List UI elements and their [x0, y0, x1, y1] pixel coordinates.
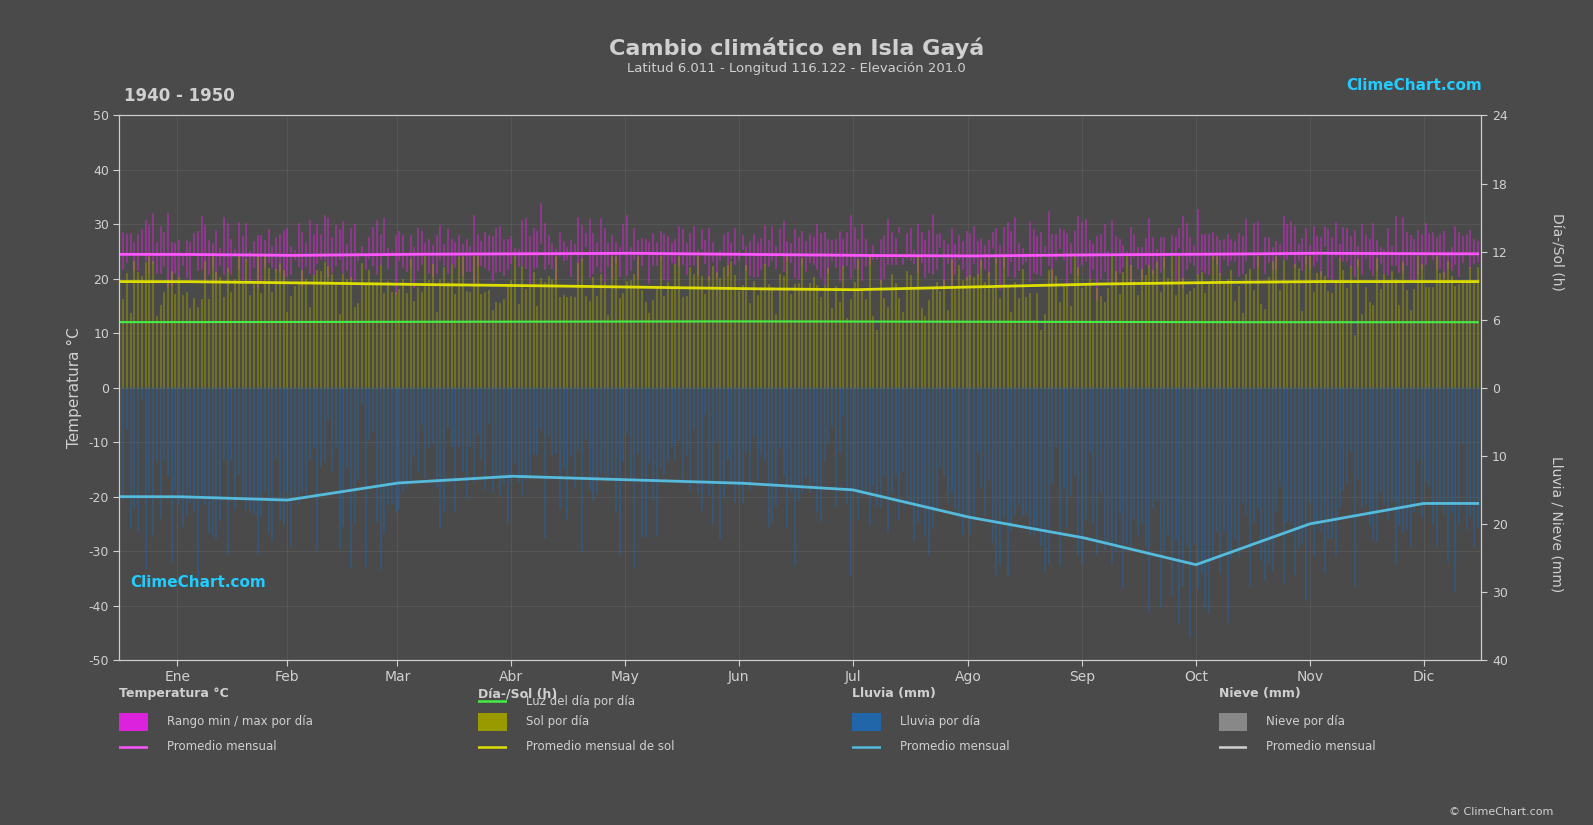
- Text: Temperatura °C: Temperatura °C: [119, 687, 229, 700]
- Text: Sol por día: Sol por día: [526, 715, 589, 728]
- Text: ClimeChart.com: ClimeChart.com: [131, 575, 266, 590]
- Text: Luz del día por día: Luz del día por día: [526, 695, 634, 708]
- Text: Nieve (mm): Nieve (mm): [1219, 687, 1300, 700]
- Text: Nieve por día: Nieve por día: [1266, 715, 1346, 728]
- Text: Cambio climático en Isla Gayá: Cambio climático en Isla Gayá: [609, 37, 984, 59]
- Text: Lluvia / Nieve (mm): Lluvia / Nieve (mm): [1550, 455, 1564, 592]
- Text: ClimeChart.com: ClimeChart.com: [1346, 78, 1481, 93]
- Text: Promedio mensual de sol: Promedio mensual de sol: [526, 740, 674, 753]
- Text: 1940 - 1950: 1940 - 1950: [124, 87, 236, 105]
- Y-axis label: Temperatura °C: Temperatura °C: [67, 328, 81, 448]
- Text: Latitud 6.011 - Longitud 116.122 - Elevación 201.0: Latitud 6.011 - Longitud 116.122 - Eleva…: [628, 62, 965, 75]
- Text: Promedio mensual: Promedio mensual: [167, 740, 277, 753]
- Text: Lluvia (mm): Lluvia (mm): [852, 687, 937, 700]
- Text: Promedio mensual: Promedio mensual: [1266, 740, 1376, 753]
- Text: Día-/Sol (h): Día-/Sol (h): [1550, 213, 1564, 290]
- Text: Lluvia por día: Lluvia por día: [900, 715, 980, 728]
- Text: Día-/Sol (h): Día-/Sol (h): [478, 687, 558, 700]
- Text: Promedio mensual: Promedio mensual: [900, 740, 1010, 753]
- Text: © ClimeChart.com: © ClimeChart.com: [1448, 807, 1553, 817]
- Text: Rango min / max por día: Rango min / max por día: [167, 715, 314, 728]
